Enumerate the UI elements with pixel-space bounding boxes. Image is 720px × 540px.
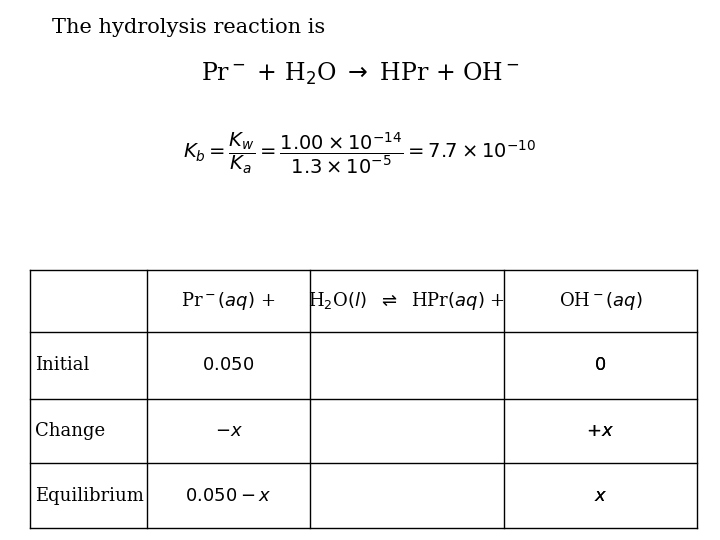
Text: $0$: $0$ (594, 356, 606, 374)
Text: $x$: $x$ (594, 487, 607, 505)
Text: Pr$^-$$(aq)$ +: Pr$^-$$(aq)$ + (181, 290, 276, 312)
Text: $0$: $0$ (594, 356, 606, 374)
Text: OH$^-$$(aq)$: OH$^-$$(aq)$ (559, 290, 642, 312)
Text: Equilibrium: Equilibrium (35, 487, 144, 505)
Text: $0.050$: $0.050$ (202, 356, 255, 374)
Text: The hydrolysis reaction is: The hydrolysis reaction is (52, 17, 325, 37)
Text: $-x$: $-x$ (215, 422, 243, 440)
Text: Initial: Initial (35, 356, 90, 374)
Text: Change: Change (35, 422, 106, 440)
Text: $0.050 - x$: $0.050 - x$ (185, 487, 271, 505)
Text: $K_b = \dfrac{K_w}{K_a} = \dfrac{1.00 \times 10^{-14}}{1.3 \times 10^{-5}} = 7.7: $K_b = \dfrac{K_w}{K_a} = \dfrac{1.00 \t… (184, 130, 536, 176)
Text: $x$: $x$ (594, 487, 607, 505)
Text: $+x$: $+x$ (586, 422, 614, 440)
Text: H$_2$O$(l)$  $\rightleftharpoons$  HPr$(aq)$ +: H$_2$O$(l)$ $\rightleftharpoons$ HPr$(aq… (308, 290, 505, 312)
Text: Pr$^-$ + H$_2$O $\rightarrow$ HPr + OH$^-$: Pr$^-$ + H$_2$O $\rightarrow$ HPr + OH$^… (201, 60, 519, 87)
Text: $+x$: $+x$ (586, 422, 614, 440)
